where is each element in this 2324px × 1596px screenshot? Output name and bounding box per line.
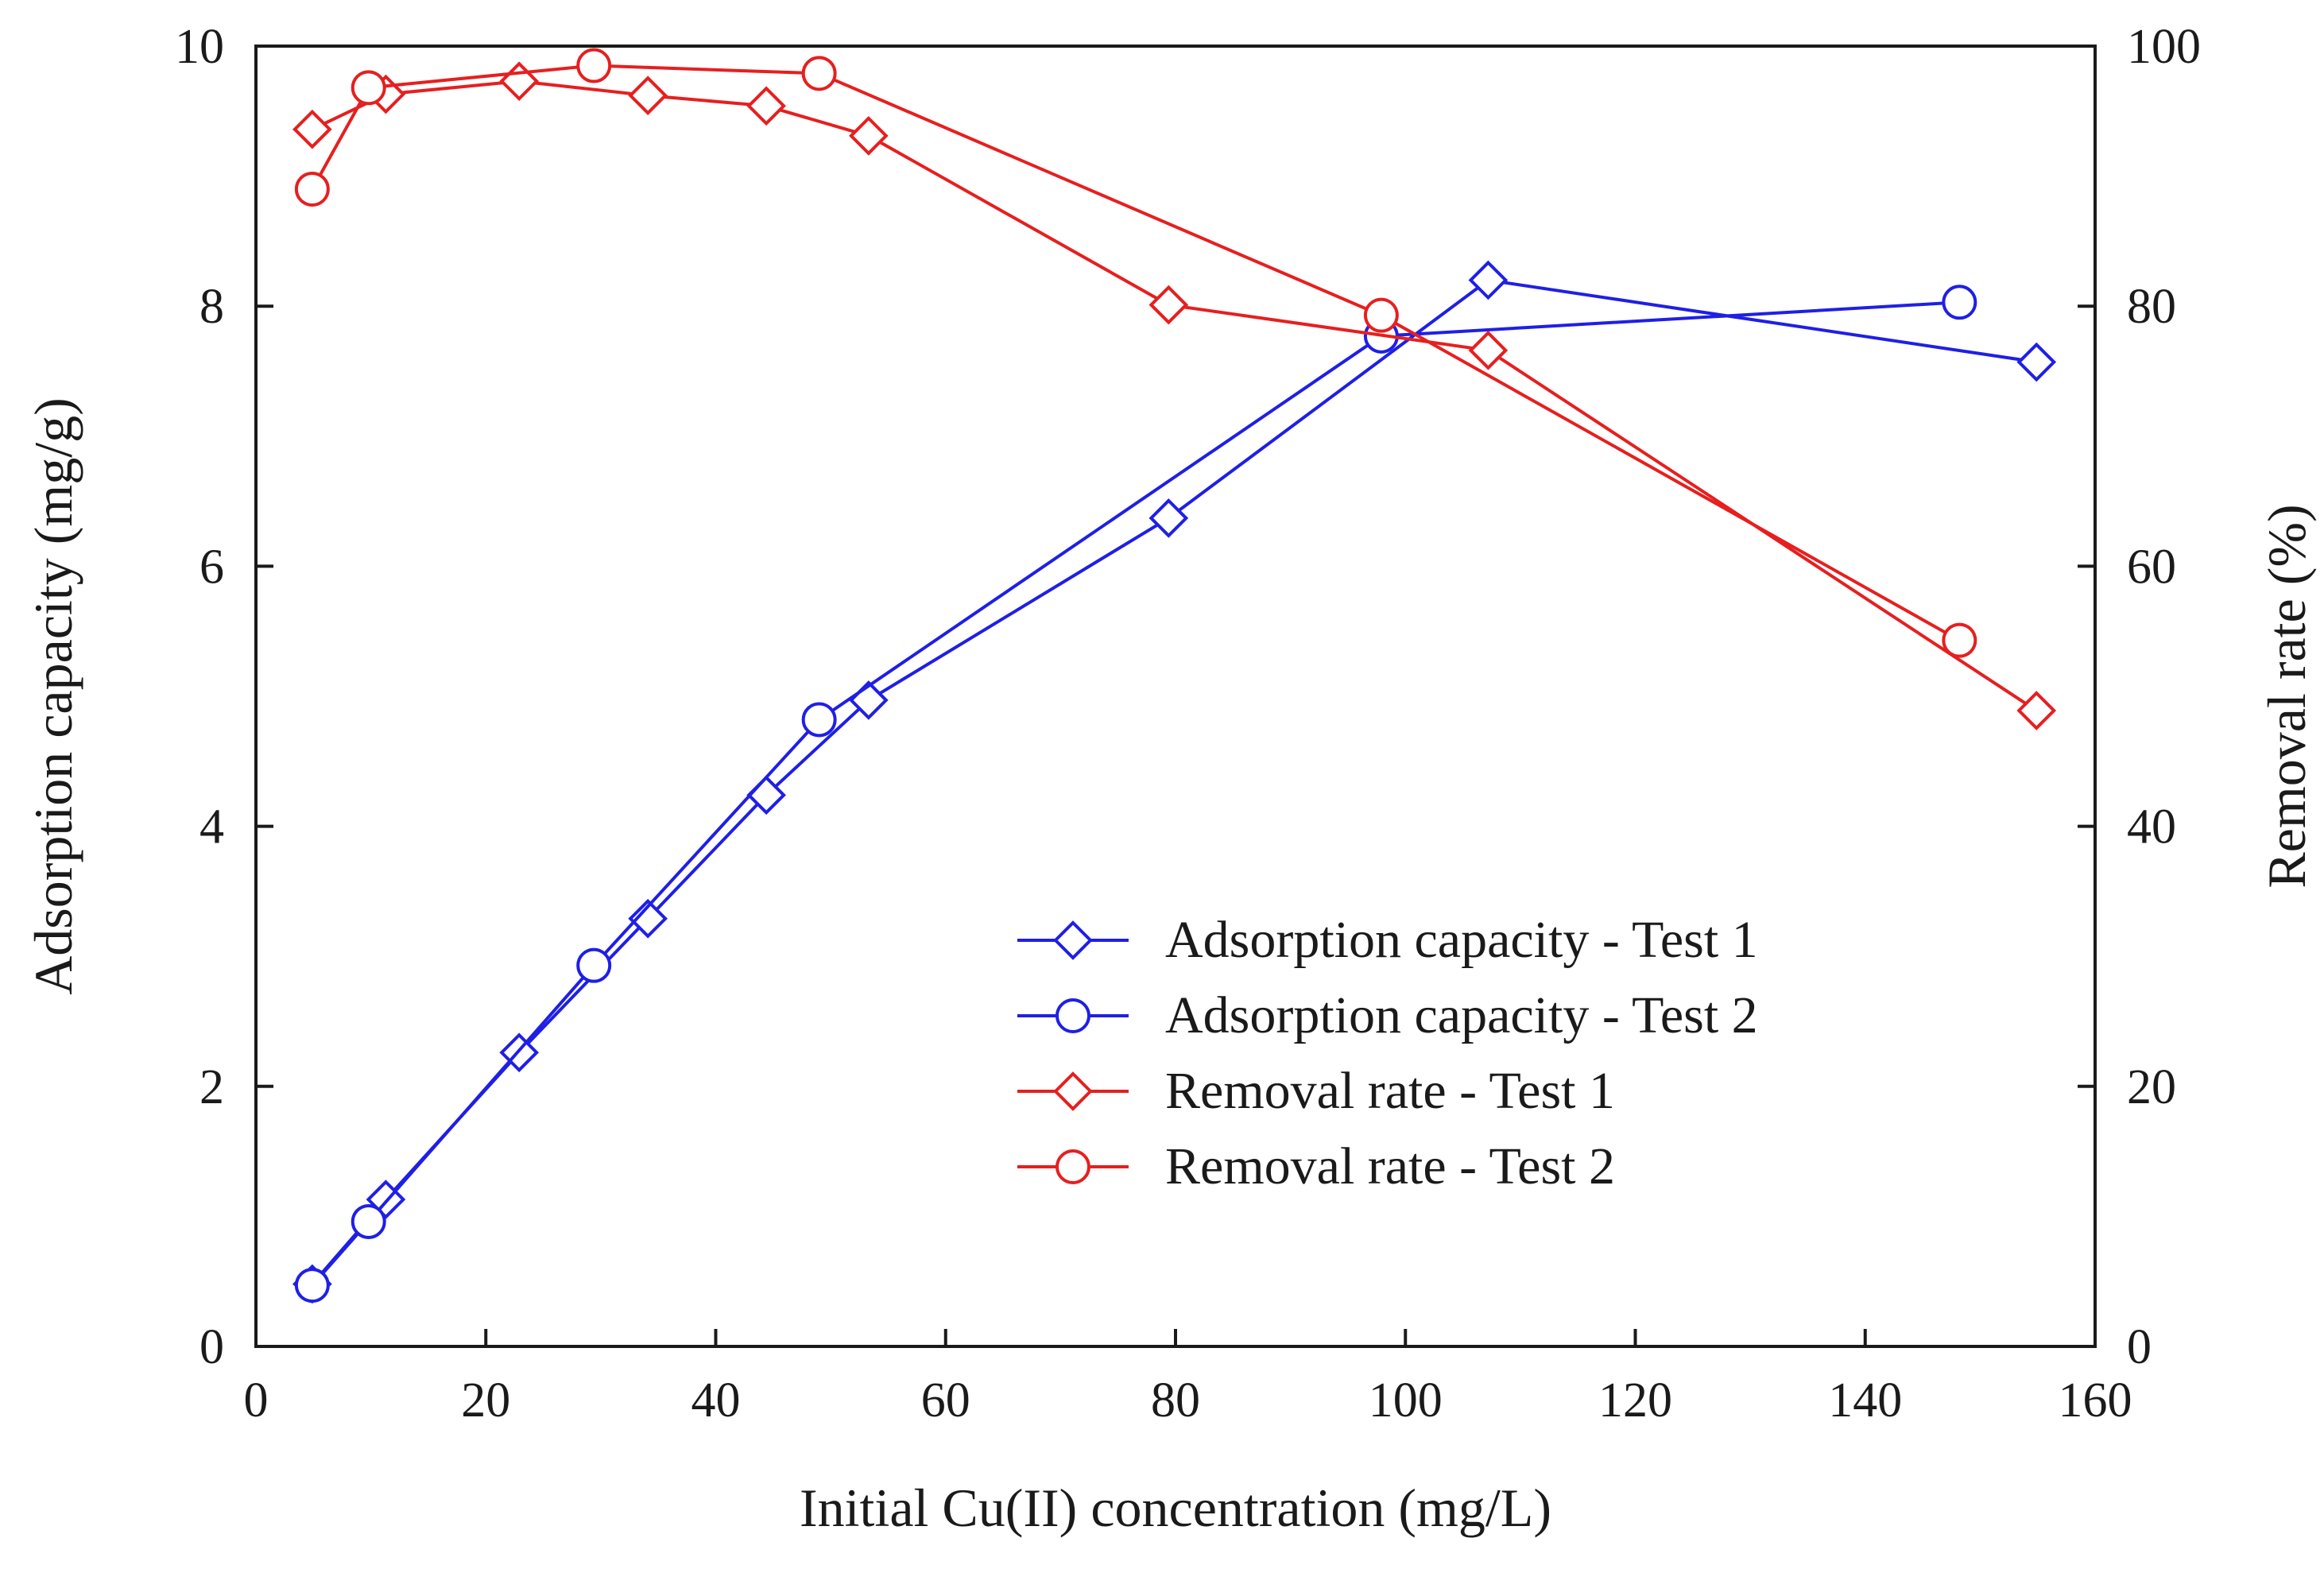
y-left-tick-label: 6 (199, 540, 224, 594)
data-point-circle (1363, 297, 1399, 333)
x-tick-label: 140 (1828, 1373, 1902, 1427)
legend-label-adsorption-test2: Adsorption capacity - Test 2 (1165, 986, 1758, 1044)
x-tick-label: 120 (1598, 1373, 1672, 1427)
series-line-removal-rate-test-2 (311, 64, 1961, 642)
data-point-circle (1942, 622, 1977, 658)
legend-label-adsorption-test1: Adsorption capacity - Test 1 (1165, 911, 1758, 969)
legend: Adsorption capacity - Test 1 Adsorption … (1017, 911, 1758, 1195)
legend-item-adsorption-test2: Adsorption capacity - Test 2 (1017, 986, 1758, 1044)
legend-label-removal-test2: Removal rate - Test 2 (1165, 1137, 1615, 1195)
series-removal-rate-test-1 (292, 61, 2057, 730)
legend-circle-marker (1055, 1149, 1090, 1184)
data-point-diamond (628, 898, 668, 939)
legend-item-removal-test2: Removal rate - Test 2 (1017, 1137, 1615, 1195)
data-point-circle (294, 1268, 330, 1304)
y-right-tick-label: 60 (2127, 540, 2176, 594)
data-point-circle (576, 947, 612, 983)
x-tick-label: 160 (2059, 1373, 2132, 1427)
data-point-diamond (1468, 260, 1509, 300)
y-right-axis-title: Removal rate (%) (2256, 504, 2317, 888)
data-point-circle (294, 171, 330, 207)
legend-item-adsorption-test1: Adsorption capacity - Test 1 (1017, 911, 1758, 969)
data-point-diamond (849, 116, 889, 156)
data-point-diamond (1148, 285, 1189, 325)
legend-item-removal-test1: Removal rate - Test 1 (1017, 1062, 1615, 1120)
data-point-diamond (2016, 691, 2057, 730)
x-tick-label: 100 (1369, 1373, 1443, 1427)
data-point-diamond (1148, 498, 1189, 538)
y-right-tick-label: 20 (2127, 1060, 2176, 1114)
y-left-tick-label: 4 (199, 800, 224, 854)
x-tick-label: 0 (244, 1373, 269, 1427)
legend-circle-marker (1055, 998, 1090, 1033)
x-tick-label: 40 (691, 1373, 741, 1427)
series-layer (292, 48, 2057, 1304)
data-point-circle (801, 702, 837, 738)
data-point-circle (351, 70, 386, 106)
y-right-tick-label: 80 (2127, 280, 2176, 334)
data-point-circle (576, 48, 612, 83)
y-left-tick-label: 0 (199, 1320, 224, 1374)
legend-diamond-marker (1053, 920, 1093, 960)
data-point-circle (1942, 285, 1977, 320)
y-left-tick-label: 10 (175, 20, 224, 74)
x-tick-label: 60 (921, 1373, 970, 1427)
data-point-diamond (2016, 342, 2057, 382)
data-point-diamond (292, 109, 332, 149)
x-tick-label: 80 (1151, 1373, 1200, 1427)
data-point-diamond (746, 86, 786, 126)
data-point-circle (801, 56, 837, 91)
y-right-tick-label: 0 (2127, 1320, 2152, 1374)
y-left-tick-label: 8 (199, 280, 224, 334)
legend-label-removal-test1: Removal rate - Test 1 (1165, 1062, 1615, 1120)
series-removal-rate-test-2 (294, 48, 1977, 658)
data-point-diamond (628, 76, 668, 115)
data-point-circle (351, 1203, 386, 1239)
y-left-tick-label: 2 (199, 1060, 224, 1114)
x-axis-title: Initial Cu(II) concentration (mg/L) (800, 1478, 1551, 1538)
y-left-axis-title: Adsorption capacity (mg/g) (23, 397, 83, 995)
data-point-diamond (1468, 330, 1509, 370)
x-tick-label: 20 (461, 1373, 510, 1427)
y-right-tick-label: 100 (2127, 20, 2201, 74)
legend-diamond-marker (1053, 1071, 1093, 1111)
y-right-tick-label: 40 (2127, 800, 2176, 854)
